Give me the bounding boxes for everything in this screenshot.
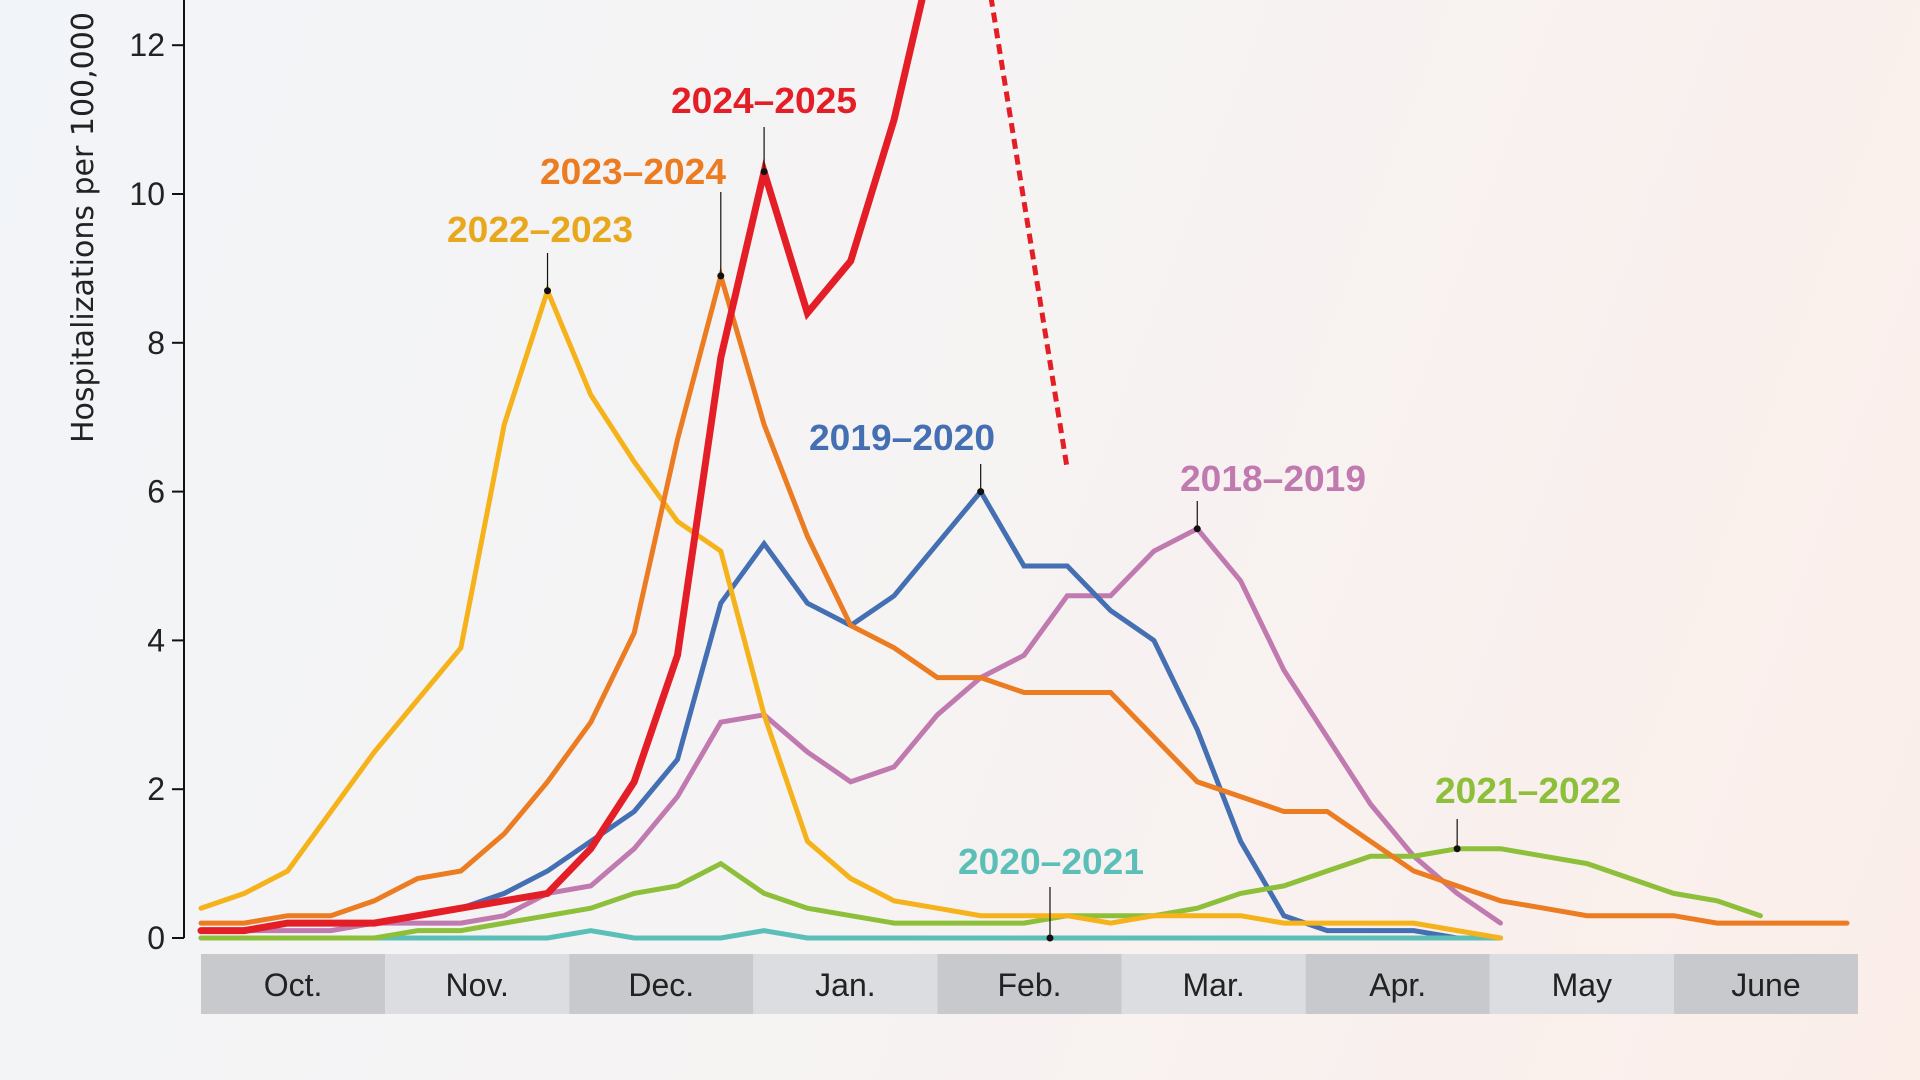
- peak-marker: [977, 488, 985, 496]
- peak-marker: [1046, 934, 1054, 942]
- x-tick-label: Dec.: [628, 967, 694, 1003]
- month-band: [569, 954, 754, 1014]
- month-band: [1673, 954, 1858, 1014]
- peak-marker: [1453, 845, 1461, 853]
- series-line: [198, 266, 1850, 926]
- month-band: [937, 954, 1122, 1014]
- series-projection-dashed: [988, 0, 1070, 470]
- month-band: [1121, 954, 1306, 1014]
- month-band: [1305, 954, 1490, 1014]
- x-tick-label: Oct.: [264, 967, 323, 1003]
- series-line: [198, 487, 1503, 941]
- peak-marker: [717, 272, 725, 280]
- y-tick-label: 6: [147, 474, 165, 510]
- y-tick-label: 0: [147, 920, 165, 956]
- x-tick-label: Mar.: [1182, 967, 1244, 1003]
- peak-marker: [1193, 525, 1201, 533]
- series-lines: [197, 0, 1850, 941]
- x-tick-label: June: [1731, 967, 1800, 1003]
- series-label: 2022–2023: [447, 209, 633, 250]
- y-axis-label: Hospitalizations per 100,000: [66, 12, 101, 443]
- series-label: 2018–2019: [1180, 458, 1366, 499]
- peak-marker: [544, 287, 552, 295]
- y-tick-label: 4: [147, 622, 165, 658]
- series-label: 2024–2025: [671, 80, 857, 121]
- x-tick-label: Feb.: [997, 967, 1061, 1003]
- x-tick-label: Jan.: [815, 967, 875, 1003]
- x-tick-label: Apr.: [1369, 967, 1426, 1003]
- peak-marker: [760, 168, 768, 176]
- series-label: 2019–2020: [809, 417, 995, 458]
- series-label: 2020–2021: [958, 841, 1144, 882]
- series-line: [198, 283, 1503, 941]
- series-line: [198, 846, 1763, 941]
- series-label: 2023–2024: [540, 151, 726, 192]
- series-label: 2021–2022: [1435, 770, 1621, 811]
- y-tick-label: 2: [147, 771, 165, 807]
- month-band: [753, 954, 938, 1014]
- y-tick-label: 12: [129, 27, 165, 63]
- series-line: [198, 928, 1503, 941]
- month-band: [385, 954, 570, 1014]
- y-tick-label: 8: [147, 325, 165, 361]
- x-tick-label: May: [1552, 967, 1612, 1003]
- annotations: 2024–2025 2023–2024 2022–2023 2019–2020 2018…: [447, 80, 1621, 942]
- series-line: [198, 525, 1503, 934]
- y-tick-label: 10: [129, 176, 165, 212]
- month-bands: Oct. Nov. Dec. Jan. Feb. Mar. Apr. May June: [201, 954, 1858, 1014]
- month-band: [201, 954, 386, 1014]
- y-axis: 0 2 4 6 8 10 12: [129, 0, 185, 956]
- x-tick-label: Nov.: [445, 967, 508, 1003]
- series-line: [197, 0, 926, 935]
- month-band: [1489, 954, 1674, 1014]
